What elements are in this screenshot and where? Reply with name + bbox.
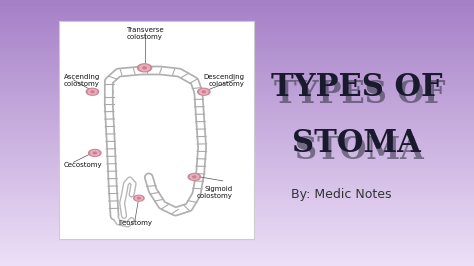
Circle shape (134, 195, 144, 201)
Circle shape (89, 149, 101, 156)
Circle shape (88, 89, 97, 94)
Circle shape (91, 151, 99, 155)
Text: STOMA: STOMA (295, 135, 424, 166)
Text: Transverse
colostomy: Transverse colostomy (126, 27, 164, 40)
Circle shape (190, 174, 199, 179)
Circle shape (91, 91, 94, 93)
Circle shape (188, 173, 201, 180)
Text: TYPES OF: TYPES OF (271, 72, 442, 103)
Text: Sigmoid
colostomy: Sigmoid colostomy (196, 186, 232, 199)
Text: Cecostomy: Cecostomy (64, 161, 102, 168)
Text: TYPES OF: TYPES OF (273, 79, 445, 110)
Text: Ileostomy: Ileostomy (118, 220, 152, 226)
Circle shape (137, 197, 140, 199)
Circle shape (198, 88, 210, 95)
Circle shape (137, 64, 152, 72)
Text: STOMA: STOMA (292, 128, 421, 159)
Circle shape (202, 91, 205, 93)
FancyBboxPatch shape (59, 21, 254, 239)
Text: By: Medic Notes: By: Medic Notes (291, 188, 392, 201)
Circle shape (143, 67, 146, 69)
Circle shape (193, 176, 196, 178)
Circle shape (93, 152, 96, 154)
Circle shape (140, 65, 149, 70)
Text: Ascending
colostomy: Ascending colostomy (64, 74, 100, 88)
Text: Descending
colostomy: Descending colostomy (203, 74, 244, 88)
Circle shape (200, 89, 208, 94)
Circle shape (86, 88, 99, 95)
Circle shape (136, 196, 142, 200)
